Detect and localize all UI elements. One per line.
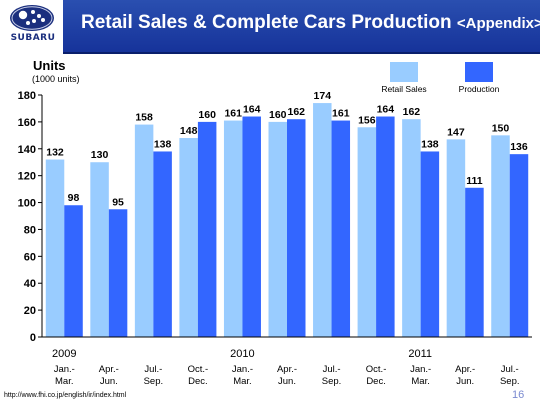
production-value-label: 98 [68,192,80,204]
category-label: Sep. [500,376,520,387]
y-tick-label: 60 [24,251,36,263]
retail-sales-value-label: 160 [269,109,287,121]
production-value-label: 138 [154,138,172,150]
y-tick-label: 80 [24,224,36,236]
production-bar [331,120,351,338]
production-bar [64,205,83,337]
category-label: Jun. [100,376,118,387]
y-tick-label: 120 [18,171,36,183]
y-tick-label: 0 [30,332,36,344]
retail-sales-bar [90,162,109,337]
year-label: 2009 [52,348,76,360]
retail-sales-bar [313,103,332,337]
retail-sales-bar [268,121,287,337]
legend-label-retail-sales: Retail Sales [381,84,426,94]
retail-sales-value-label: 158 [135,112,153,124]
category-label: Mar. [55,376,73,387]
legend-swatch-production [465,62,493,82]
retail-sales-value-label: 161 [224,108,242,120]
category-label: Jan.- [410,364,431,375]
category-label: Jul.- [323,364,341,375]
production-value-label: 95 [112,196,124,208]
category-label: Mar. [233,376,251,387]
page-title-text: Retail Sales & Complete Cars Production [81,12,452,33]
subaru-logo: SUBARU [0,0,63,52]
y-tick-label: 180 [18,90,36,102]
year-label: 2010 [230,348,254,360]
retail-sales-value-label: 156 [358,114,376,126]
production-value-label: 162 [287,106,305,118]
category-label: Jan.- [54,364,75,375]
legend-label-production: Production [459,84,500,94]
production-value-label: 161 [332,108,350,120]
legend-swatch-retail-sales [390,62,418,82]
header: SUBARU Retail Sales & Complete Cars Prod… [0,0,540,52]
retail-sales-value-label: 150 [492,122,510,134]
category-label: Apr.- [99,364,119,375]
retail-sales-value-label: 132 [46,147,64,159]
production-bar [287,119,306,337]
brand-name: SUBARU [10,33,56,43]
retail-sales-value-label: 147 [447,126,465,138]
production-value-label: 164 [243,104,261,116]
category-label: Jun. [456,376,474,387]
category-label: Oct.- [366,364,387,375]
retail-sales-bar [45,159,65,337]
production-bar [465,187,484,337]
y-axis-units-sub: (1000 units) [32,74,80,84]
retail-sales-value-label: 162 [403,106,421,118]
production-value-label: 138 [421,138,439,150]
title-underline [63,52,540,54]
production-value-label: 160 [198,109,216,121]
retail-sales-bar [446,139,466,337]
production-value-label: 164 [377,104,395,116]
y-tick-label: 20 [24,305,36,317]
production-value-label: 111 [466,175,483,187]
production-bar [108,209,128,337]
production-bar [242,116,261,337]
category-label: Apr.- [455,364,475,375]
category-label: Sep. [144,376,164,387]
retail-sales-bar [402,119,421,337]
category-label: Oct.- [188,364,209,375]
y-tick-label: 100 [18,198,36,210]
production-bar [153,151,172,337]
y-tick-label: 140 [18,144,36,156]
footer-url[interactable]: http://www.fhi.co.jp/english/ir/index.ht… [4,392,127,399]
production-value-label: 136 [510,141,528,153]
category-label: Dec. [366,376,386,387]
title-bar: Retail Sales & Complete Cars Production … [63,0,540,52]
category-label: Dec. [188,376,208,387]
category-label: Jan.- [232,364,253,375]
y-tick-label: 40 [24,278,36,290]
page-title-suffix: <Appendix> [456,15,540,32]
page-number: 16 [512,389,525,401]
category-label: Sep. [322,376,342,387]
category-label: Jun. [278,376,296,387]
page-title: Retail Sales & Complete Cars Production … [81,12,540,34]
production-bar [420,151,440,337]
subaru-stars-icon [10,5,54,31]
category-label: Mar. [411,376,429,387]
production-bar [197,121,217,337]
y-axis-units-label: Units [33,58,66,73]
y-tick-label: 160 [18,117,36,129]
retail-sales-bar [134,124,154,337]
retail-sales-bar [357,127,377,338]
production-bar [509,154,529,337]
production-bar [376,116,395,337]
retail-sales-bar [223,120,243,338]
category-label: Jul.- [501,364,519,375]
retail-sales-value-label: 174 [314,90,332,102]
retail-sales-value-label: 148 [180,125,198,137]
retail-sales-bar [491,135,510,337]
year-label: 2011 [408,348,432,360]
retail-sales-value-label: 130 [91,149,109,161]
category-label: Apr.- [277,364,297,375]
retail-sales-bar [179,138,198,337]
category-label: Jul.- [144,364,162,375]
